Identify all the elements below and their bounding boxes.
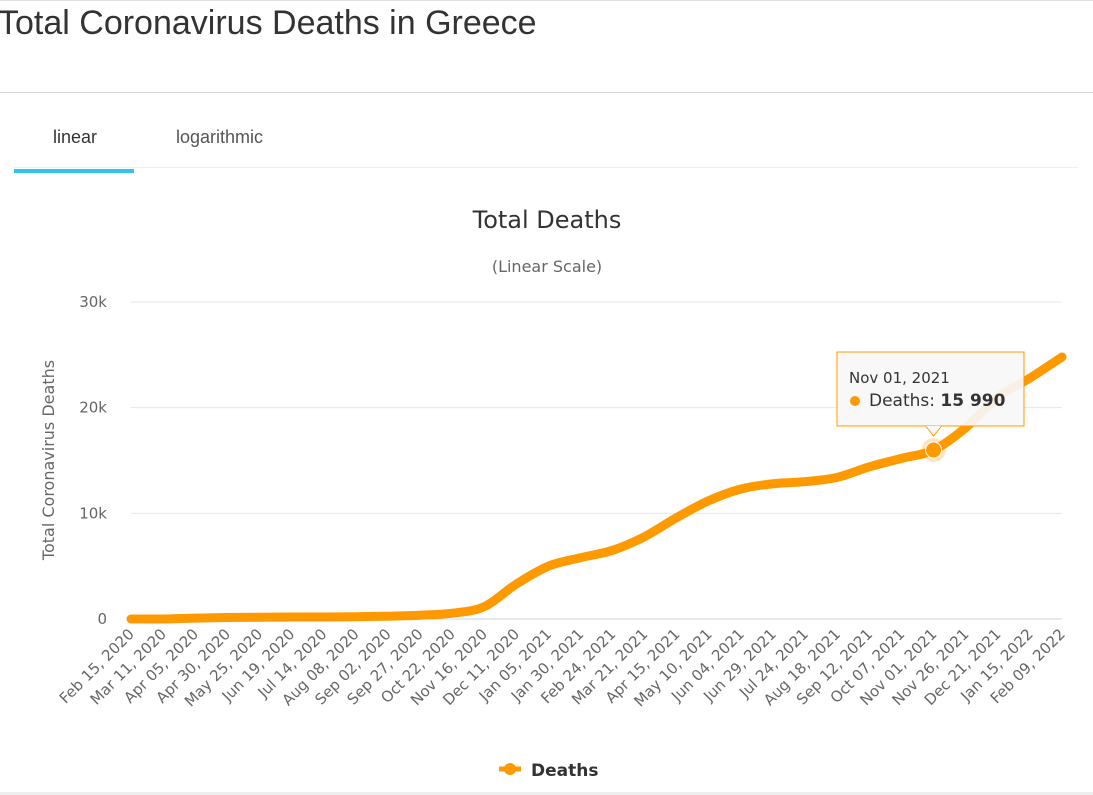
chart-title: Total Deaths <box>472 206 622 234</box>
series-line-deaths <box>126 352 1067 624</box>
tooltip-series-dot <box>850 396 860 406</box>
tooltip-date: Nov 01, 2021 <box>849 369 950 387</box>
y-tick-label: 20k <box>79 399 107 417</box>
tooltip-value: Deaths: 15 990 <box>869 391 1006 411</box>
tab-linear[interactable]: linear <box>53 127 98 147</box>
active-tab-indicator <box>14 169 134 173</box>
legend-item-deaths[interactable]: Deaths <box>499 761 598 781</box>
tooltip-box <box>836 351 1025 427</box>
page-title: Total Coronavirus Deaths in Greece <box>0 4 537 42</box>
y-tick-label: 10k <box>79 504 107 522</box>
bottom-border <box>0 792 1093 795</box>
tooltip-pointer <box>925 425 942 437</box>
y-tick-label: 30k <box>79 293 107 311</box>
tooltip: Nov 01, 2021 Deaths: 15 990 <box>836 351 1025 437</box>
tab-logarithmic[interactable]: logarithmic <box>176 127 264 147</box>
hovered-data-point[interactable] <box>925 441 943 459</box>
top-border <box>0 0 1093 1</box>
y-tick-label: 0 <box>97 610 107 628</box>
scale-tabs: linear logarithmic <box>14 110 1078 173</box>
chart-subtitle: (Linear Scale) <box>492 257 602 276</box>
divider <box>0 92 1093 93</box>
y-axis-label: Total Coronavirus Deaths <box>39 360 58 561</box>
legend-marker-icon <box>504 763 516 775</box>
legend-label: Deaths <box>531 761 598 781</box>
